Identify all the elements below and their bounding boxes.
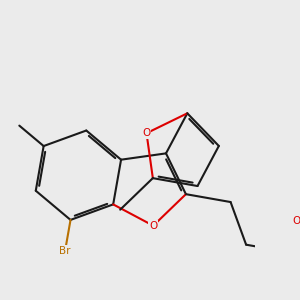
Text: O: O bbox=[292, 216, 300, 226]
Text: O: O bbox=[149, 221, 158, 231]
Text: O: O bbox=[142, 128, 151, 138]
Text: Br: Br bbox=[59, 246, 71, 256]
